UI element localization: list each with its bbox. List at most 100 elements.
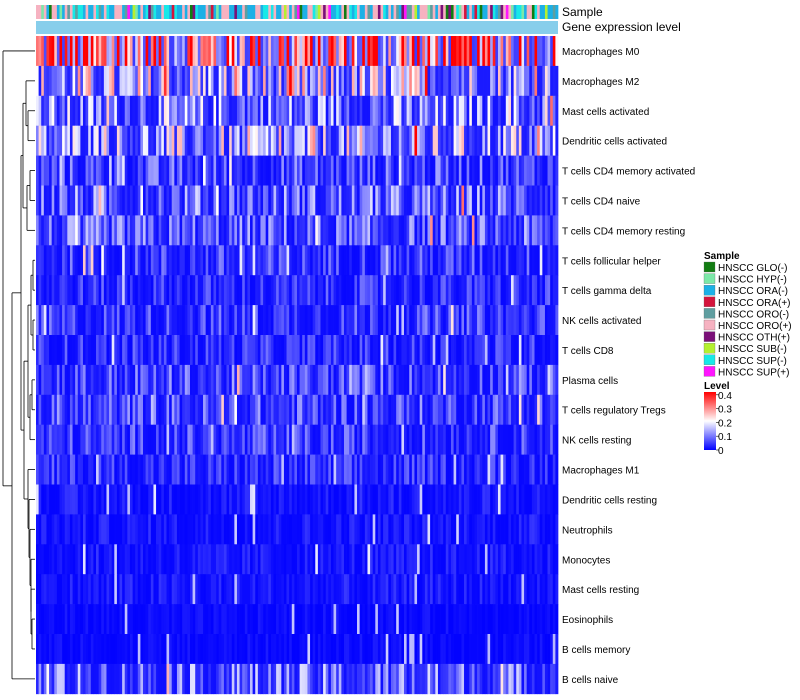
heatmap-cell bbox=[555, 394, 559, 426]
heatmap-cell bbox=[221, 663, 225, 695]
heatmap-cell bbox=[377, 36, 381, 67]
heatmap-cell bbox=[445, 634, 449, 665]
heatmap-cell bbox=[492, 125, 496, 156]
heatmap-cell bbox=[111, 604, 115, 635]
heatmap-cell bbox=[281, 424, 285, 455]
heatmap-cell bbox=[252, 125, 256, 156]
heatmap-cell bbox=[257, 663, 261, 695]
heatmap-cell bbox=[351, 245, 355, 276]
heatmap-cell bbox=[479, 65, 483, 97]
heatmap-cell bbox=[419, 305, 423, 336]
heatmap-cell bbox=[323, 544, 327, 575]
heatmap-cell bbox=[169, 484, 173, 515]
heatmap-cell bbox=[388, 454, 392, 485]
heatmap-cell bbox=[503, 185, 507, 216]
heatmap-cell bbox=[137, 454, 141, 485]
heatmap-cell bbox=[422, 514, 426, 545]
heatmap-cell bbox=[315, 394, 319, 426]
heatmap-cell bbox=[143, 65, 146, 97]
heatmap-cell bbox=[156, 275, 160, 306]
heatmap-cell bbox=[195, 275, 199, 306]
heatmap-cell bbox=[216, 275, 220, 306]
sample-legend: Sample HNSCC GLO(-)HNSCC HYP(-)HNSCC ORA… bbox=[703, 251, 792, 378]
heatmap-cell bbox=[137, 215, 141, 246]
heatmap-cell bbox=[90, 364, 94, 396]
heatmap-cell bbox=[38, 125, 42, 156]
heatmap-cell bbox=[93, 245, 97, 276]
heatmap-cell bbox=[239, 634, 243, 665]
heatmap-cell bbox=[255, 544, 259, 575]
heatmap-cell bbox=[270, 65, 274, 97]
heatmap-cell bbox=[90, 454, 94, 485]
heatmap-cell bbox=[383, 95, 387, 127]
heatmap-cell bbox=[417, 36, 421, 67]
heatmap-cell bbox=[495, 275, 499, 306]
heatmap-cell bbox=[200, 574, 204, 605]
heatmap-cell bbox=[41, 663, 45, 695]
heatmap-cell bbox=[550, 574, 554, 605]
heatmap-cell bbox=[364, 364, 368, 396]
heatmap-cell bbox=[56, 364, 60, 396]
heatmap-cell bbox=[341, 305, 345, 336]
heatmap-cell bbox=[268, 663, 272, 695]
heatmap-cell bbox=[302, 394, 306, 426]
heatmap-cell bbox=[385, 634, 389, 665]
heatmap-cell bbox=[205, 185, 209, 216]
heatmap-cell bbox=[85, 394, 89, 426]
heatmap-cell bbox=[229, 155, 233, 186]
sample-annotation-cell bbox=[250, 5, 253, 19]
heatmap-cell bbox=[524, 335, 528, 366]
heatmap-cell bbox=[247, 95, 251, 127]
heatmap-cell bbox=[419, 185, 423, 216]
heatmap-cell bbox=[511, 484, 514, 515]
heatmap-cell bbox=[354, 125, 358, 156]
heatmap-cell bbox=[72, 335, 76, 366]
heatmap-cell bbox=[500, 634, 504, 665]
heatmap-cell bbox=[242, 604, 246, 635]
heatmap-cell bbox=[328, 514, 332, 545]
heatmap-cell bbox=[156, 36, 160, 67]
heatmap-cell bbox=[38, 65, 42, 97]
heatmap-cell bbox=[304, 484, 308, 515]
heatmap-cell bbox=[404, 394, 407, 426]
heatmap-cell bbox=[64, 155, 68, 186]
heatmap-cell bbox=[487, 36, 491, 67]
heatmap-cell bbox=[466, 215, 470, 246]
heatmap-cell bbox=[466, 484, 470, 515]
heatmap-cell bbox=[257, 95, 261, 127]
heatmap-cell bbox=[56, 574, 60, 605]
heatmap-cell bbox=[396, 95, 400, 127]
heatmap-cell bbox=[333, 394, 337, 426]
heatmap-cell bbox=[278, 245, 282, 276]
heatmap-cell bbox=[406, 95, 410, 127]
heatmap-cell bbox=[195, 215, 199, 246]
heatmap-cell bbox=[458, 36, 462, 67]
heatmap-cell bbox=[72, 245, 76, 276]
heatmap-cell bbox=[163, 604, 167, 635]
heatmap-cell bbox=[54, 275, 58, 306]
heatmap-cell bbox=[75, 634, 79, 665]
heatmap-cell bbox=[150, 634, 154, 665]
heatmap-cell bbox=[88, 424, 92, 455]
heatmap-cell bbox=[49, 245, 53, 276]
heatmap-cell bbox=[406, 335, 410, 366]
heatmap-cell bbox=[179, 454, 183, 485]
heatmap-cell bbox=[388, 36, 392, 67]
heatmap-cell bbox=[341, 364, 345, 396]
heatmap-cell bbox=[414, 36, 418, 67]
heatmap-cell bbox=[283, 215, 287, 246]
heatmap-cell bbox=[411, 155, 415, 186]
heatmap-cell bbox=[534, 275, 538, 306]
heatmap-cell bbox=[216, 574, 220, 605]
heatmap-cell bbox=[500, 484, 504, 515]
heatmap-cell bbox=[132, 514, 136, 545]
heatmap-cell bbox=[297, 544, 300, 575]
heatmap-cell bbox=[388, 185, 392, 216]
heatmap-cell bbox=[471, 305, 475, 336]
heatmap-cell bbox=[46, 663, 50, 695]
heatmap-cell bbox=[122, 484, 126, 515]
heatmap-cell bbox=[354, 574, 358, 605]
heatmap-cell bbox=[552, 544, 556, 575]
heatmap-cell bbox=[390, 604, 394, 635]
heatmap-cell bbox=[192, 125, 196, 156]
